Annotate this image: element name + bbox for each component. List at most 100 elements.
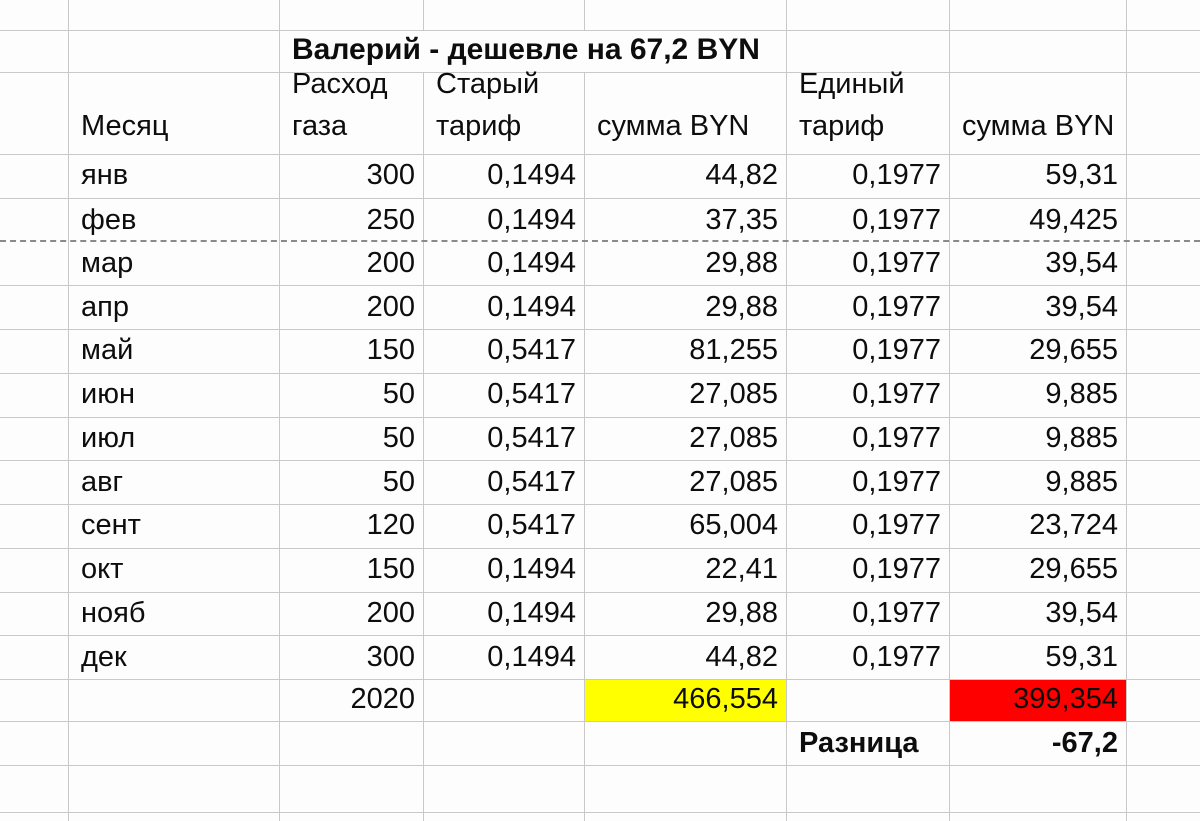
cell[interactable]: [1127, 73, 1200, 155]
cell[interactable]: [0, 373, 69, 418]
single-tariff-cell[interactable]: 0,1977: [787, 417, 950, 462]
old-sum-cell[interactable]: 65,004: [585, 505, 787, 549]
cell[interactable]: [950, 813, 1127, 821]
cell[interactable]: [0, 242, 69, 287]
cell[interactable]: [69, 31, 280, 73]
cell[interactable]: [280, 0, 424, 31]
month-cell[interactable]: окт: [69, 548, 280, 593]
old-tariff-cell[interactable]: 0,5417: [424, 417, 585, 462]
cell[interactable]: [1127, 766, 1200, 813]
cell[interactable]: [0, 0, 69, 31]
difference-value-cell[interactable]: -67,2: [950, 722, 1127, 766]
cell[interactable]: [1127, 722, 1200, 766]
old-tariff-cell[interactable]: 0,1494: [424, 198, 585, 243]
cell[interactable]: [1127, 505, 1200, 549]
cell[interactable]: [0, 592, 69, 637]
single-sum-cell[interactable]: 9,885: [950, 373, 1127, 418]
cell[interactable]: [585, 813, 787, 821]
month-cell[interactable]: июн: [69, 373, 280, 418]
single-sum-cell[interactable]: 39,54: [950, 242, 1127, 287]
gas-cell[interactable]: 50: [280, 373, 424, 418]
single-sum-cell[interactable]: 59,31: [950, 155, 1127, 199]
old-tariff-cell[interactable]: 0,1494: [424, 636, 585, 680]
cell[interactable]: [0, 680, 69, 722]
cell[interactable]: [0, 813, 69, 821]
cell[interactable]: [787, 0, 950, 31]
column-header-single-sum[interactable]: сумма BYN: [950, 73, 1127, 155]
old-tariff-cell[interactable]: 0,5417: [424, 330, 585, 374]
single-sum-cell[interactable]: 49,425: [950, 198, 1127, 243]
sheet-title[interactable]: Валерий - дешевле на 67,2 BYN: [280, 31, 787, 73]
cell[interactable]: [787, 680, 950, 722]
old-tariff-cell[interactable]: 0,1494: [424, 155, 585, 199]
difference-label-cell[interactable]: Разница: [787, 722, 950, 766]
gas-cell[interactable]: 200: [280, 592, 424, 637]
cell[interactable]: [0, 505, 69, 549]
single-tariff-cell[interactable]: 0,1977: [787, 330, 950, 374]
cell[interactable]: [0, 286, 69, 330]
cell[interactable]: [1127, 199, 1200, 243]
cell[interactable]: [0, 636, 69, 680]
old-sum-cell[interactable]: 27,085: [585, 373, 787, 418]
month-cell[interactable]: апр: [69, 286, 280, 330]
cell[interactable]: [1127, 286, 1200, 330]
column-header-month[interactable]: Месяц: [69, 73, 280, 155]
single-tariff-cell[interactable]: 0,1977: [787, 505, 950, 549]
month-cell[interactable]: авг: [69, 461, 280, 505]
old-sum-cell[interactable]: 22,41: [585, 548, 787, 593]
cell[interactable]: [0, 155, 69, 199]
cell[interactable]: [585, 0, 787, 31]
single-sum-cell[interactable]: 9,885: [950, 461, 1127, 505]
cell[interactable]: [0, 461, 69, 505]
cell[interactable]: [950, 766, 1127, 813]
old-sum-cell[interactable]: 37,35: [585, 198, 787, 243]
month-cell[interactable]: фев: [69, 198, 280, 243]
old-tariff-cell[interactable]: 0,5417: [424, 461, 585, 505]
cell[interactable]: [280, 722, 424, 766]
old-sum-cell[interactable]: 44,82: [585, 155, 787, 199]
old-tariff-cell[interactable]: 0,1494: [424, 286, 585, 330]
old-sum-cell[interactable]: 29,88: [585, 592, 787, 637]
cell[interactable]: [787, 813, 950, 821]
cell[interactable]: [69, 813, 280, 821]
cell[interactable]: [1127, 418, 1200, 462]
single-sum-cell[interactable]: 9,885: [950, 417, 1127, 462]
single-tariff-cell[interactable]: 0,1977: [787, 592, 950, 637]
cell[interactable]: [1127, 374, 1200, 418]
cell[interactable]: [585, 766, 787, 813]
month-cell[interactable]: май: [69, 330, 280, 374]
cell[interactable]: [69, 766, 280, 813]
old-tariff-cell[interactable]: 0,5417: [424, 505, 585, 549]
single-tariff-cell[interactable]: 0,1977: [787, 373, 950, 418]
cell[interactable]: [424, 813, 585, 821]
cell[interactable]: [280, 813, 424, 821]
cell[interactable]: [424, 0, 585, 31]
cell[interactable]: [424, 722, 585, 766]
single-sum-cell[interactable]: 39,54: [950, 592, 1127, 637]
column-header-gas[interactable]: Расход газа: [280, 68, 424, 155]
gas-cell[interactable]: 300: [280, 155, 424, 199]
old-tariff-cell[interactable]: 0,1494: [424, 592, 585, 637]
cell[interactable]: [69, 680, 280, 722]
single-sum-cell[interactable]: 59,31: [950, 636, 1127, 680]
gas-cell[interactable]: 300: [280, 636, 424, 680]
cell[interactable]: [0, 198, 69, 243]
column-header-old-sum[interactable]: сумма BYN: [585, 73, 787, 155]
old-sum-cell[interactable]: 29,88: [585, 286, 787, 330]
cell[interactable]: [0, 31, 69, 73]
old-sum-cell[interactable]: 81,255: [585, 330, 787, 374]
cell[interactable]: [950, 0, 1127, 31]
cell[interactable]: [1127, 31, 1200, 73]
cell[interactable]: [1127, 813, 1200, 821]
cell[interactable]: [0, 417, 69, 462]
single-sum-cell[interactable]: 29,655: [950, 330, 1127, 374]
gas-cell[interactable]: 150: [280, 330, 424, 374]
cell[interactable]: [0, 73, 69, 155]
cell[interactable]: [424, 680, 585, 722]
cell[interactable]: [1127, 155, 1200, 199]
month-cell[interactable]: сент: [69, 505, 280, 549]
cell[interactable]: [1127, 461, 1200, 505]
cell[interactable]: [1127, 636, 1200, 680]
gas-cell[interactable]: 120: [280, 505, 424, 549]
month-cell[interactable]: нояб: [69, 592, 280, 637]
